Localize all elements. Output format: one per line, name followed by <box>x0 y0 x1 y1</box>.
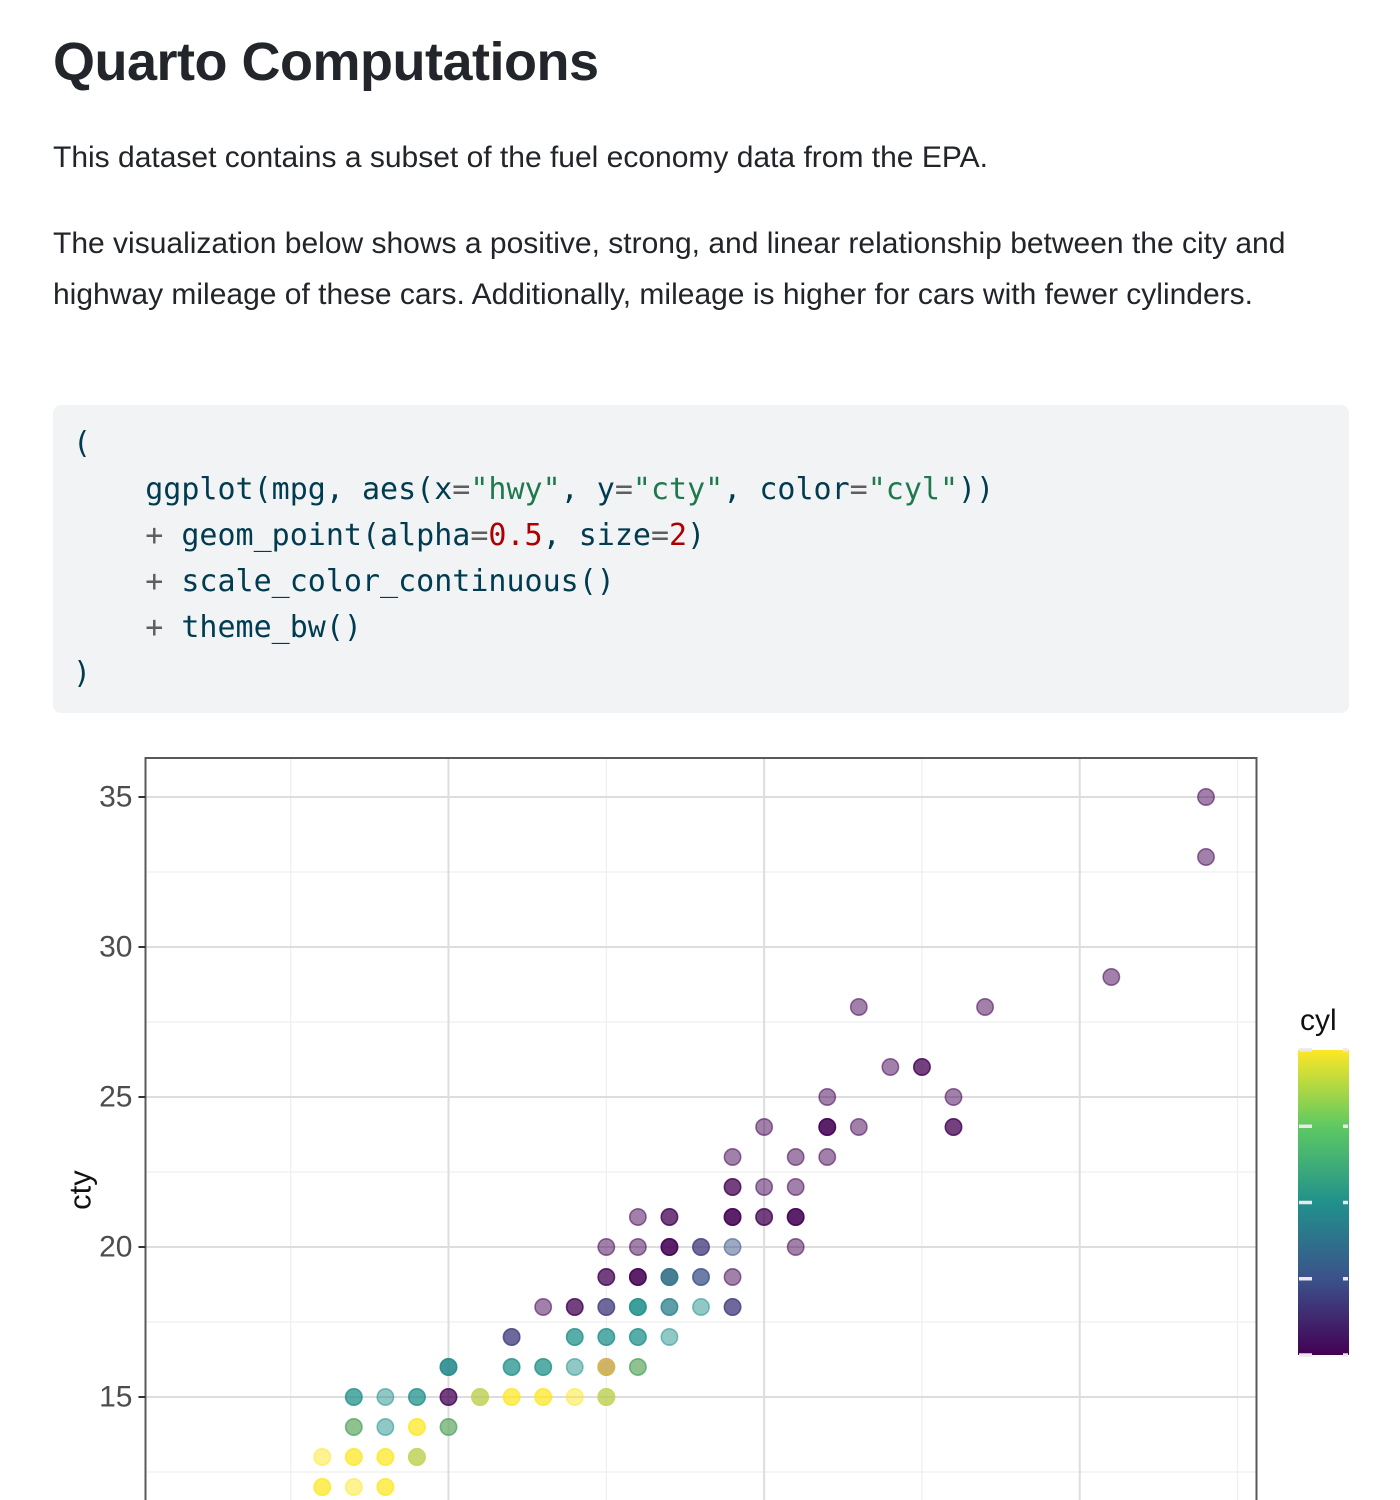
data-point <box>660 1238 679 1256</box>
data-point <box>755 1118 774 1136</box>
panel-border <box>144 757 1258 1500</box>
code-block: ( ggplot(mpg, aes(x="hwy", y="cty", colo… <box>53 405 1349 713</box>
data-point <box>597 1358 616 1376</box>
data-point <box>344 1448 363 1466</box>
data-point <box>1102 968 1121 986</box>
data-point <box>818 1148 837 1166</box>
legend-title: cyl <box>1300 1004 1337 1037</box>
data-point <box>944 1118 963 1136</box>
data-point <box>628 1208 647 1226</box>
data-point <box>692 1238 710 1256</box>
plot-panel <box>145 758 1257 1500</box>
y-axis-title: cty <box>63 1170 98 1210</box>
data-point <box>628 1358 647 1376</box>
data-point <box>881 1058 900 1076</box>
data-point <box>313 1478 332 1496</box>
data-point <box>597 1238 616 1256</box>
data-point <box>723 1178 742 1196</box>
data-point <box>628 1268 647 1286</box>
data-point <box>597 1298 616 1316</box>
data-point <box>628 1238 647 1256</box>
data-point <box>502 1358 521 1376</box>
data-point <box>912 1058 931 1076</box>
data-point <box>786 1238 805 1256</box>
intro-paragraph: This dataset contains a subset of the fu… <box>53 141 988 174</box>
data-point <box>628 1328 647 1346</box>
data-point <box>660 1328 679 1346</box>
scatter-plot: 15 20 25 30 35 cty cyl <box>63 757 1349 1500</box>
data-point <box>660 1298 679 1316</box>
data-point <box>723 1268 742 1286</box>
data-point <box>944 1088 963 1106</box>
data-point <box>407 1418 426 1436</box>
data-point <box>849 1118 868 1136</box>
data-point <box>344 1418 363 1436</box>
code-line: ) <box>73 656 92 691</box>
data-point <box>786 1178 805 1196</box>
data-point <box>660 1208 679 1226</box>
data-point <box>565 1298 584 1316</box>
y-tick-label: 15 <box>99 1381 132 1414</box>
data-point <box>565 1358 584 1376</box>
scatter-figure: 15 20 25 30 35 cty cyl <box>0 755 1400 1500</box>
data-point <box>723 1298 742 1316</box>
y-tick-label: 30 <box>99 931 132 964</box>
data-point <box>786 1208 805 1226</box>
y-tick-label: 25 <box>99 1081 132 1114</box>
data-point <box>439 1388 458 1406</box>
data-point <box>534 1298 553 1316</box>
data-point <box>1197 848 1215 866</box>
data-point <box>376 1478 395 1496</box>
code-line: + theme_bw() <box>145 610 362 645</box>
code-line: ggplot(mpg, aes(x="hwy", y="cty", color=… <box>73 472 995 507</box>
data-point <box>723 1148 742 1166</box>
data-point <box>344 1388 363 1406</box>
data-point <box>376 1418 395 1436</box>
code-line: + scale_color_continuous() <box>145 564 615 599</box>
description-paragraph: The visualization below shows a positive… <box>53 227 1286 311</box>
data-point <box>407 1388 426 1406</box>
y-tick-label: 35 <box>99 781 132 814</box>
data-point <box>376 1388 395 1406</box>
data-point <box>1197 788 1215 806</box>
colorbar-legend: cyl <box>1298 1004 1349 1357</box>
code-line: + geom_point(alpha=0.5, size=2) <box>145 518 706 553</box>
data-point <box>502 1328 521 1346</box>
data-point <box>692 1268 710 1286</box>
data-point <box>755 1178 774 1196</box>
data-point <box>344 1478 363 1496</box>
data-point <box>597 1268 616 1286</box>
data-point <box>723 1238 742 1256</box>
y-tick-label: 20 <box>99 1231 132 1264</box>
data-point <box>407 1448 426 1466</box>
data-point <box>692 1298 710 1316</box>
data-points <box>313 788 1215 1496</box>
data-point <box>534 1388 553 1406</box>
data-point <box>755 1208 774 1226</box>
data-point <box>313 1448 332 1466</box>
data-point <box>976 998 995 1016</box>
data-point <box>786 1148 805 1166</box>
data-point <box>502 1388 521 1406</box>
data-point <box>818 1088 837 1106</box>
code-source: ( ggplot(mpg, aes(x="hwy", y="cty", colo… <box>73 421 1325 697</box>
data-point <box>439 1418 458 1436</box>
code-line: ( <box>73 426 92 461</box>
data-point <box>439 1358 458 1376</box>
data-point <box>534 1358 553 1376</box>
data-point <box>471 1388 490 1406</box>
data-point <box>597 1388 616 1406</box>
y-axis: 15 20 25 30 35 <box>99 781 146 1414</box>
data-point <box>723 1208 742 1226</box>
data-point <box>628 1298 647 1316</box>
data-point <box>660 1268 679 1286</box>
data-point <box>818 1118 837 1136</box>
data-point <box>849 998 868 1016</box>
data-point <box>565 1388 584 1406</box>
data-point <box>565 1328 584 1346</box>
data-point <box>597 1328 616 1346</box>
page-title: Quarto Computations <box>53 32 599 92</box>
data-point <box>376 1448 395 1466</box>
